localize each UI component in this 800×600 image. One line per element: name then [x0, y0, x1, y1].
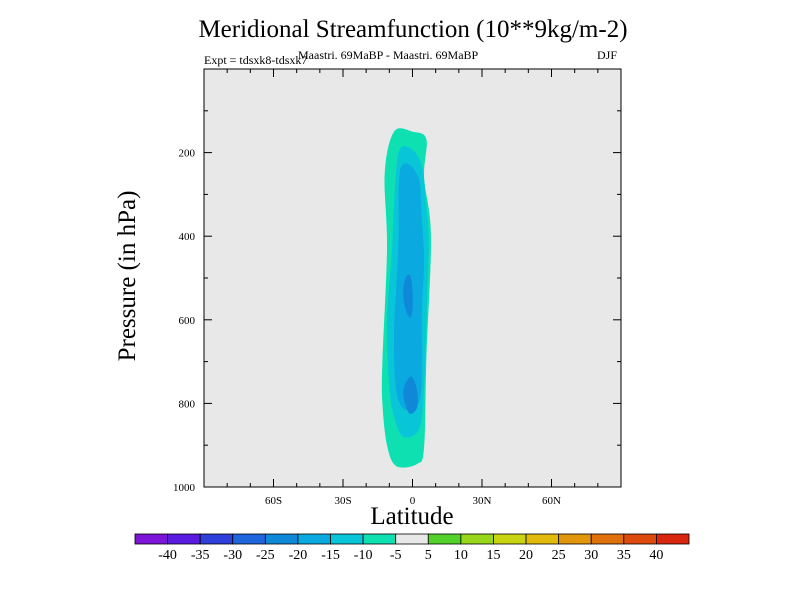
chart-subtitle: Maastri. 69MaBP - Maastri. 69MaBP [298, 48, 479, 62]
colorbar-label-0: -40 [158, 548, 177, 563]
colorbar-box-16 [656, 533, 690, 545]
colorbar-label-10: 15 [486, 548, 500, 563]
y-tick-label-3: 800 [179, 398, 196, 410]
y-tick-label-1: 400 [179, 231, 196, 243]
contour-region-4 [403, 376, 418, 414]
colorbar-box-3 [232, 533, 266, 545]
colorbar-box-2 [199, 533, 234, 545]
colorbar-box-10 [460, 533, 494, 545]
x-tick-label-3: 30N [473, 495, 492, 507]
experiment-label: Expt = tdsxk8-tdsxk7 [204, 53, 308, 67]
colorbar-label-3: -25 [256, 548, 275, 563]
x-tick-label-4: 60N [542, 495, 561, 507]
colorbar-label-6: -10 [354, 548, 373, 563]
colorbar-label-1: -35 [191, 548, 210, 563]
colorbar-box-1 [167, 533, 201, 545]
colorbar-label-12: 25 [552, 548, 566, 563]
chart-title: Meridional Streamfunction (10**9kg/m-2) [198, 16, 628, 43]
colorbar-box-11 [493, 533, 527, 545]
colorbar-label-5: -15 [321, 548, 340, 563]
season-label: DJF [597, 48, 618, 62]
y-tick-label-2: 600 [179, 315, 196, 327]
colorbar-label-8: 5 [425, 548, 432, 563]
x-tick-label-1: 30S [334, 495, 351, 507]
contour-region-3 [403, 274, 413, 318]
colorbar-box-12 [525, 533, 560, 545]
colorbar-label-15: 40 [649, 548, 663, 563]
colorbar-box-14 [590, 533, 625, 545]
y-tick-label-0: 200 [179, 148, 196, 160]
colorbar-box-7 [362, 533, 397, 545]
x-tick-label-0: 60S [265, 495, 282, 507]
colorbar-label-14: 35 [617, 548, 631, 563]
colorbar-box-4 [264, 533, 299, 545]
colorbar-box-15 [623, 533, 657, 545]
contour-layer [381, 128, 432, 468]
colorbar-box-0 [134, 533, 168, 545]
colorbar-label-2: -30 [223, 548, 242, 563]
colorbar-label-4: -20 [289, 548, 308, 563]
colorbar-box-13 [558, 533, 592, 545]
x-axis-label: Latitude [370, 503, 454, 530]
colorbar-box-6 [330, 533, 364, 545]
colorbar-box-9 [427, 533, 462, 545]
x-tick-label-2: 0 [410, 495, 416, 507]
colorbar-label-13: 30 [584, 548, 598, 563]
axes-layer: 60S 30S 0 30N 60N 200 400 600 800 1000 [173, 69, 621, 507]
colorbar: -40 -35 -30 -25 -20 -15 -10 -5 5 10 15 20 25 30 35 40 [134, 533, 690, 563]
colorbar-box-5 [297, 533, 331, 545]
colorbar-box-8 [395, 533, 429, 545]
colorbar-label-7: -5 [390, 548, 402, 563]
colorbar-label-9: 10 [454, 548, 468, 563]
colorbar-label-11: 20 [519, 548, 533, 563]
y-tick-label-4: 1000 [173, 482, 196, 494]
